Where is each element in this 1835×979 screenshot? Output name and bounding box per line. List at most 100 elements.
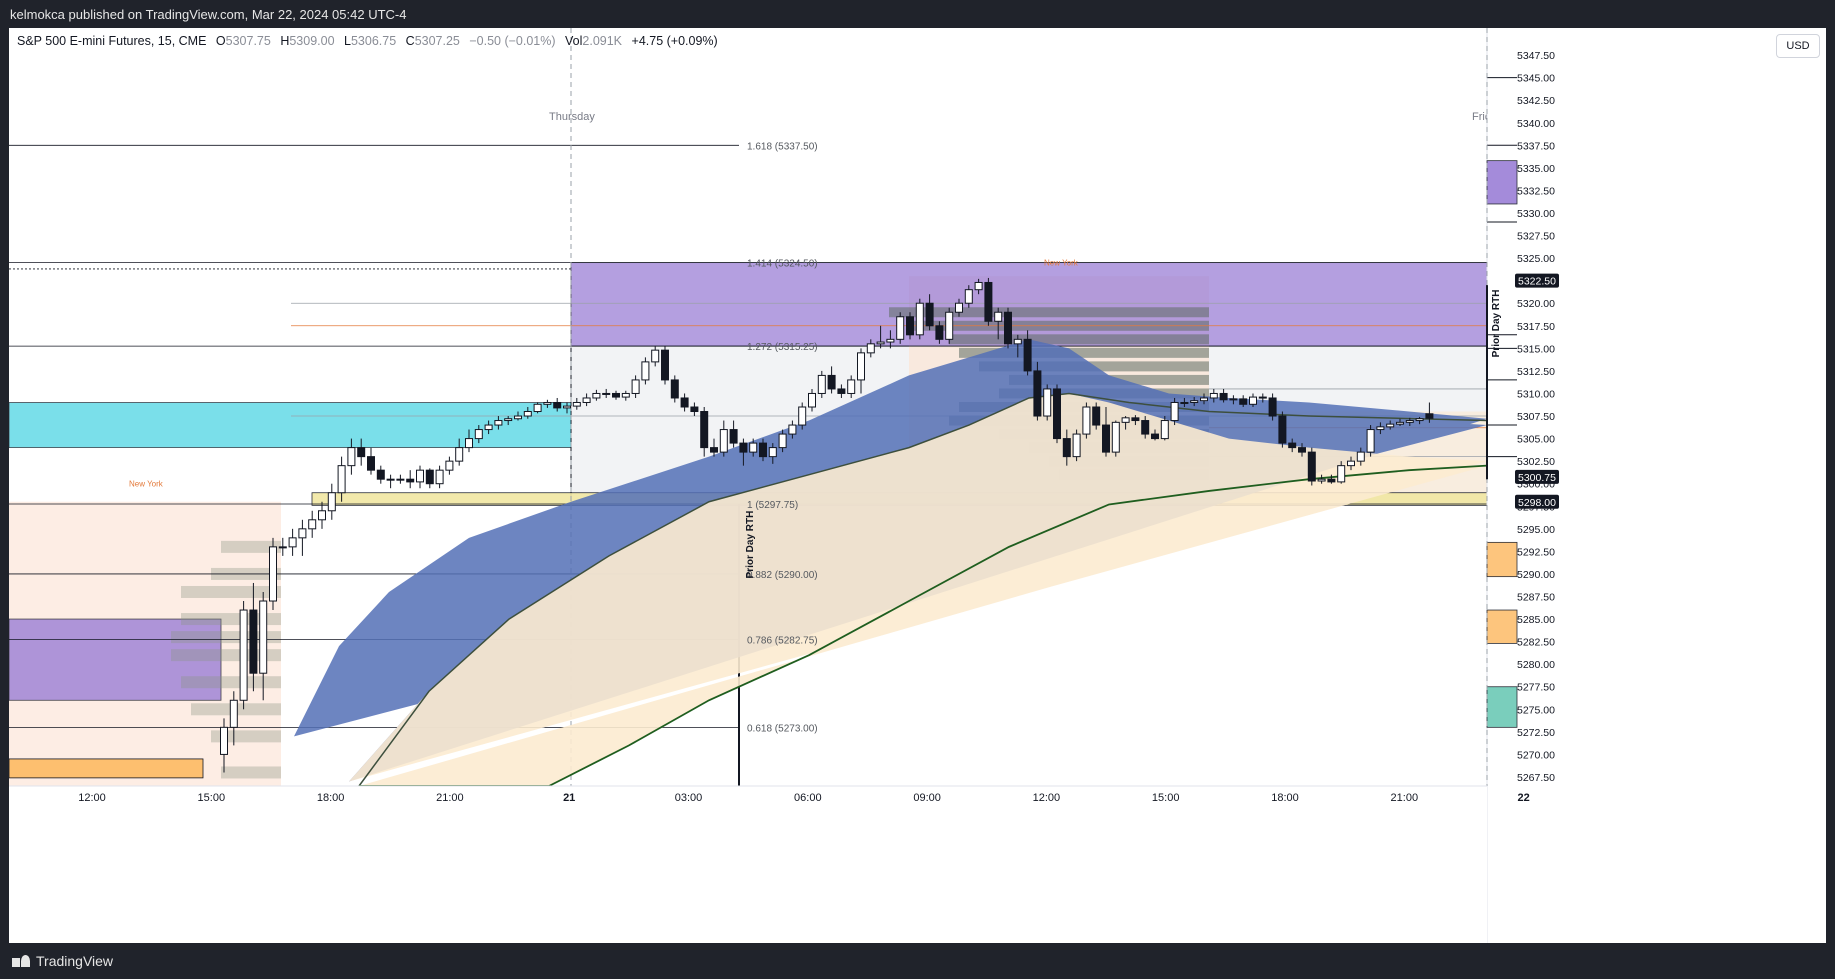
volume-profile-bar: [221, 540, 281, 553]
candle-body: [1023, 338, 1032, 372]
candle-body: [1298, 447, 1306, 453]
candle: [886, 330, 895, 349]
candle-body: [621, 392, 630, 398]
y-axis-bg: [1487, 28, 1826, 943]
candle-body: [347, 447, 356, 467]
candle-body: [651, 349, 660, 363]
x-tick-label: 15:00: [1152, 792, 1180, 804]
candle-body: [945, 311, 954, 340]
candle: [1053, 384, 1061, 444]
change-value: −0.50 (−0.01%): [469, 34, 556, 48]
candle-body: [1249, 396, 1257, 405]
candle-body: [710, 447, 718, 453]
tradingview-logo[interactable]: TradingView: [12, 953, 113, 969]
candle-body: [220, 726, 228, 755]
candle-body: [376, 469, 385, 480]
candle: [1278, 411, 1287, 448]
candle-body: [318, 510, 326, 521]
candle: [935, 321, 944, 344]
candle: [837, 384, 846, 398]
candle-body: [1288, 442, 1297, 449]
candle: [445, 456, 454, 475]
high-value: 5309.00: [289, 34, 335, 48]
candle-body: [1131, 417, 1140, 422]
candle-body: [1239, 398, 1248, 405]
candle: [1396, 418, 1404, 426]
price-chart[interactable]: 1.618 (5337.50) 1.414 (5324.50) 1.272 (531…: [9, 28, 1826, 943]
candle: [641, 357, 650, 385]
sma-line: [359, 464, 1488, 787]
candle-body: [1396, 421, 1404, 425]
candle: [269, 537, 277, 611]
publish-bar: kelmokca published on TradingView.com, M…: [0, 0, 1835, 28]
candle: [621, 390, 630, 401]
candle-body: [680, 397, 689, 408]
candle-body: [484, 424, 493, 431]
candle-body: [494, 420, 503, 426]
candle: [386, 474, 395, 489]
candle-body: [876, 341, 885, 345]
candle: [974, 278, 983, 295]
candle: [1239, 395, 1248, 407]
candle: [1141, 416, 1150, 439]
right-teal-zone: [1486, 686, 1518, 728]
candle: [1366, 425, 1375, 457]
candle: [1307, 447, 1316, 486]
candle-body: [308, 519, 317, 530]
publish-text: kelmokca published on TradingView.com, M…: [10, 7, 407, 22]
candle-body: [1151, 433, 1159, 440]
candle-body: [670, 379, 679, 399]
cyan-zone: [9, 402, 572, 449]
candle: [680, 393, 689, 412]
price-tag-bg: [1515, 469, 1559, 484]
volume-profile-bar: [181, 676, 281, 689]
candle: [1023, 330, 1032, 376]
day-label: Thursday: [549, 111, 595, 123]
candle: [729, 420, 738, 448]
candle: [1200, 393, 1208, 405]
y-tick-label: 5340.00: [1517, 118, 1555, 130]
candle: [465, 429, 473, 453]
candle: [1131, 415, 1140, 426]
y-tick-label: 5337.50: [1517, 140, 1555, 152]
y-tick-label: 5330.00: [1517, 208, 1555, 220]
candle: [425, 468, 434, 489]
y-tick-label: 5327.50: [1517, 231, 1555, 243]
candle: [1386, 420, 1395, 430]
candle-body: [778, 433, 787, 449]
candle-body: [435, 469, 444, 485]
candle: [906, 312, 914, 340]
fib-label: 0.786 (5282.75): [747, 635, 818, 646]
y-tick-label: 5292.50: [1517, 546, 1555, 558]
open-value: 5307.75: [225, 34, 271, 48]
chart-frame[interactable]: S&P 500 E-mini Futures, 15, CME O5307.75…: [9, 28, 1826, 943]
candle-body: [964, 289, 973, 304]
candle-body: [298, 528, 307, 539]
footer-bar: TradingView: [0, 943, 1835, 979]
candle-body: [886, 338, 895, 343]
candle: [915, 298, 924, 340]
currency-button[interactable]: USD: [1776, 34, 1820, 58]
candle-body: [1013, 338, 1022, 345]
prior-day-rth-label: Prior Day RTH: [1491, 290, 1502, 358]
candle: [1405, 417, 1414, 426]
moving-averages-layer: [294, 339, 1488, 787]
candle-body: [612, 392, 620, 398]
candle: [494, 416, 503, 430]
symbol-name: S&P 500 E-mini Futures, 15, CME: [17, 34, 207, 48]
brand-label: TradingView: [36, 953, 114, 969]
candle-body: [337, 465, 346, 494]
price-tag-bg: [1515, 273, 1559, 288]
candle: [582, 393, 591, 407]
candle: [1111, 420, 1120, 457]
candle-body: [514, 415, 522, 420]
right-orange-zone: [1486, 609, 1518, 644]
y-tick-label: 5282.50: [1517, 637, 1555, 649]
x-tick-label: 09:00: [913, 792, 941, 804]
candle: [1209, 388, 1218, 403]
candle: [1376, 422, 1385, 435]
candle-body: [700, 411, 709, 449]
candle: [1258, 393, 1267, 403]
candle: [278, 537, 287, 556]
fib-label: 1.414 (5324.50): [747, 259, 818, 270]
